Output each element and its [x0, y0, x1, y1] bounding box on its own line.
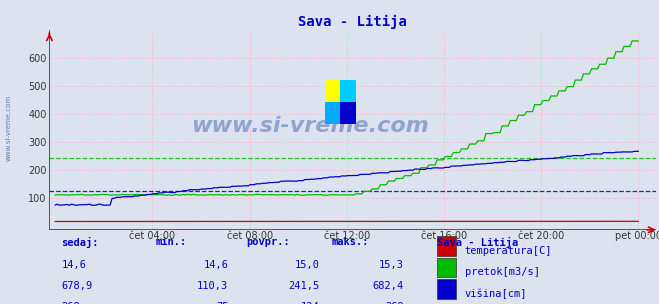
Text: sedaj:: sedaj: [61, 237, 99, 248]
Text: Sava - Litija: Sava - Litija [438, 237, 519, 248]
Title: Sava - Litija: Sava - Litija [298, 15, 407, 29]
Text: 14,6: 14,6 [61, 260, 86, 270]
Text: 678,9: 678,9 [61, 281, 93, 291]
Bar [438, 236, 455, 256]
Text: povpr.:: povpr.: [246, 237, 290, 247]
Text: maks.:: maks.: [331, 237, 369, 247]
Text: www.si-vreme.com: www.si-vreme.com [191, 116, 429, 136]
Text: 241,5: 241,5 [288, 281, 319, 291]
Text: 15,0: 15,0 [294, 260, 319, 270]
Text: 14,6: 14,6 [203, 260, 228, 270]
Text: temperatura[C]: temperatura[C] [465, 246, 552, 256]
Text: 124: 124 [301, 302, 319, 304]
Bar [438, 257, 455, 278]
Text: 75: 75 [215, 302, 228, 304]
Text: 269: 269 [386, 302, 404, 304]
Text: višina[cm]: višina[cm] [465, 288, 527, 299]
Text: min.:: min.: [156, 237, 186, 247]
Text: www.si-vreme.com: www.si-vreme.com [5, 95, 12, 161]
Text: 15,3: 15,3 [379, 260, 404, 270]
Text: pretok[m3/s]: pretok[m3/s] [465, 268, 540, 278]
Text: 110,3: 110,3 [197, 281, 228, 291]
Text: 268: 268 [61, 302, 80, 304]
Text: 682,4: 682,4 [373, 281, 404, 291]
Bar [438, 279, 455, 299]
